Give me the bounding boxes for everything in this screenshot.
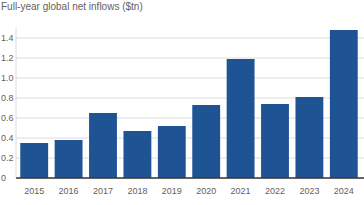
x-tick-label: 2015	[24, 186, 44, 196]
bar	[89, 113, 117, 178]
y-tick-label: 1.4	[1, 33, 14, 43]
x-tick-label: 2024	[334, 186, 354, 196]
bar	[55, 140, 83, 178]
x-tick-label: 2018	[127, 186, 147, 196]
bar	[158, 126, 186, 178]
y-tick-label: 1.2	[1, 53, 14, 63]
x-tick-label: 2016	[59, 186, 79, 196]
grid-line	[16, 78, 364, 79]
baseline	[16, 178, 364, 179]
bars	[20, 30, 357, 178]
baseline	[16, 178, 364, 179]
bar	[295, 97, 323, 178]
grid-line	[16, 58, 364, 59]
bar	[227, 59, 255, 178]
x-tick-label: 2019	[162, 186, 182, 196]
y-tick-label: 0.6	[1, 113, 14, 123]
x-tick-label: 2017	[93, 186, 113, 196]
y-tick-label: 0.2	[1, 153, 14, 163]
y-tick-label: 1.0	[1, 73, 14, 83]
y-tick-label: 0.4	[1, 133, 14, 143]
bar	[330, 30, 358, 178]
chart-container: Full-year global net inflows ($tn) 0 0.2 0.…	[0, 0, 364, 205]
grid-line	[16, 38, 364, 39]
y-axis-line	[16, 28, 17, 178]
bar	[123, 131, 151, 178]
chart-svg: Full-year global net inflows ($tn) 0 0.2 0.…	[0, 0, 364, 205]
bar	[261, 104, 289, 178]
x-tick-label: 2023	[299, 186, 319, 196]
bar	[20, 143, 48, 178]
x-tick-label: 2020	[196, 186, 216, 196]
y-tick-label: 0	[1, 173, 6, 183]
chart-title: Full-year global net inflows ($tn)	[1, 1, 143, 12]
x-tick-label: 2021	[231, 186, 251, 196]
y-tick-label: 0.8	[1, 93, 14, 103]
bar	[192, 105, 220, 178]
x-tick-label: 2022	[265, 186, 285, 196]
